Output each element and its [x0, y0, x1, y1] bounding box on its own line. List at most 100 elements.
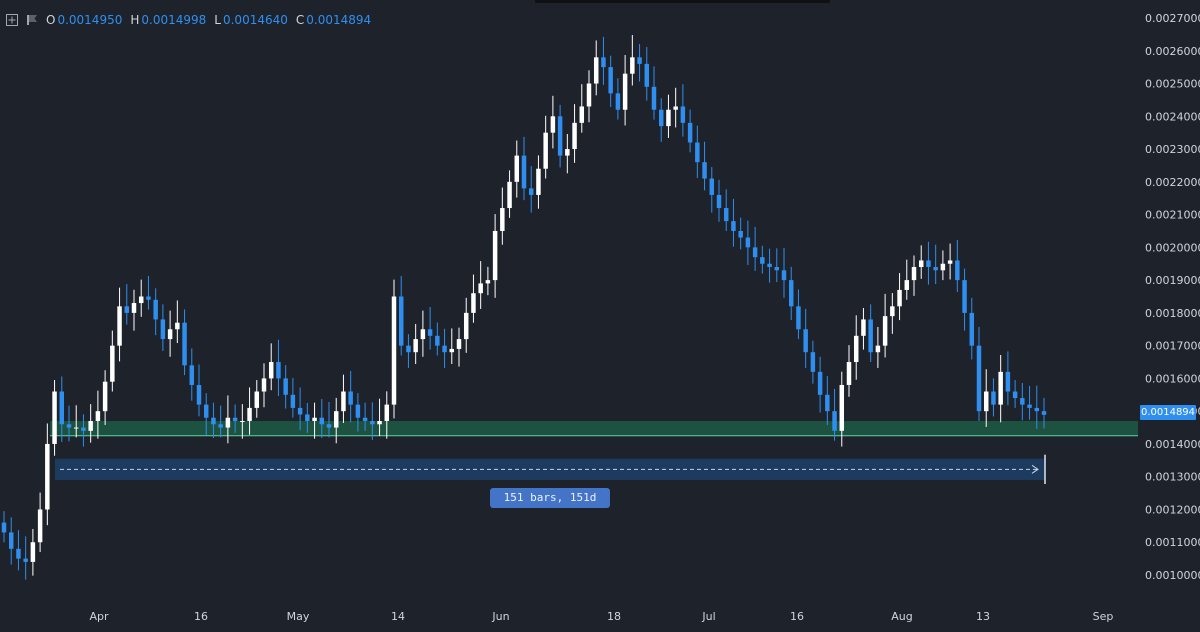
x-tick-label: Apr — [89, 610, 109, 623]
candle-body — [514, 155, 520, 182]
candle-body — [882, 316, 888, 346]
candle-body — [947, 260, 953, 264]
candle-body — [254, 391, 260, 408]
candle-body — [507, 181, 512, 209]
candle-body — [1027, 404, 1032, 408]
y-tick-label: 0.0025000 — [1145, 78, 1200, 91]
candle-body — [543, 132, 548, 169]
top-toolbar-strip — [535, 0, 830, 3]
candle-body — [608, 67, 613, 94]
candle-body — [478, 283, 483, 294]
y-tick-label: 0.0014000 — [1145, 438, 1200, 451]
candle-body — [485, 280, 491, 284]
candle-body — [890, 306, 895, 317]
candle-body — [1041, 411, 1047, 415]
candle-body — [471, 293, 476, 313]
x-tick-label: May — [287, 610, 310, 623]
candle-body — [413, 339, 418, 353]
candle-body — [189, 365, 195, 385]
candle-body — [774, 267, 780, 271]
candle-body — [326, 424, 332, 428]
high-key: H — [130, 13, 140, 27]
candle-body — [796, 306, 801, 330]
candle-body — [435, 335, 440, 346]
candle-body — [760, 257, 765, 264]
candle-body — [565, 149, 570, 156]
candle-body — [218, 424, 223, 428]
open-key: O — [46, 13, 56, 27]
ohlc-legend: O 0.0014950 H 0.0014998 L 0.0014640 C 0.0014… — [6, 10, 371, 30]
candle-body — [868, 319, 873, 353]
candle-body — [738, 230, 743, 238]
candle-body — [1034, 407, 1040, 412]
last-price-label: 0.0014894 — [1140, 405, 1196, 420]
candle-body — [926, 260, 931, 268]
candle-body — [933, 267, 938, 271]
candle-body — [175, 322, 180, 330]
x-tick-label: 13 — [976, 610, 990, 623]
candle-body — [211, 417, 216, 425]
candle-body — [557, 116, 563, 156]
candle-body — [521, 155, 527, 189]
candle-body — [456, 339, 462, 349]
candle-body — [695, 142, 700, 163]
candle-body — [110, 345, 115, 382]
candle-body — [767, 263, 772, 268]
candle-body — [73, 427, 79, 429]
date-range-label[interactable]: 151 bars, 151d — [490, 488, 610, 508]
y-tick-label: 0.0011000 — [1145, 536, 1200, 549]
candle-body — [427, 329, 433, 336]
candle-body — [716, 194, 722, 209]
candle-body — [492, 230, 498, 281]
candle-body — [333, 411, 339, 428]
candle-body — [283, 378, 288, 395]
y-tick-label: 0.0024000 — [1145, 110, 1200, 123]
ohlc-low: L 0.0014640 — [214, 13, 288, 27]
candle-body — [601, 57, 606, 68]
candle-body — [160, 319, 166, 340]
candle-body — [976, 345, 982, 412]
candle-body — [709, 178, 715, 195]
y-tick-label: 0.0016000 — [1145, 372, 1200, 385]
candle-body — [825, 394, 830, 412]
candle-body — [723, 208, 729, 222]
candle-body — [391, 296, 397, 405]
ohlc-close: C 0.0014894 — [296, 13, 371, 27]
candle-body — [687, 122, 693, 143]
candle-body — [420, 329, 426, 340]
candle-body — [131, 303, 137, 313]
x-tick-label: 14 — [391, 610, 405, 623]
candle-body — [731, 221, 736, 231]
candle-body — [449, 348, 455, 353]
y-tick-label: 0.0010000 — [1145, 569, 1200, 582]
x-tick-label: 16 — [194, 610, 208, 623]
candle-body — [138, 296, 144, 304]
candle-body — [593, 57, 599, 84]
candle-body — [586, 83, 592, 107]
candle-body — [658, 109, 664, 127]
candle-body — [305, 414, 310, 422]
candle-body — [1005, 371, 1011, 392]
candle-body — [803, 329, 808, 353]
candle-body — [861, 319, 866, 336]
candle-body — [312, 417, 317, 422]
ohlc-high: H 0.0014998 — [130, 13, 206, 27]
flag-icon[interactable] — [26, 14, 38, 26]
close-key: C — [295, 13, 305, 27]
x-tick-label: Jun — [491, 610, 509, 623]
candle-body — [225, 417, 231, 428]
candle-body — [341, 391, 346, 412]
candle-body — [362, 417, 368, 422]
candle-body — [579, 106, 585, 123]
candle-body — [832, 411, 837, 431]
x-tick-label: 16 — [790, 610, 804, 623]
candle-body — [752, 247, 758, 258]
candle-body — [153, 299, 158, 320]
candle-body — [370, 421, 375, 425]
crosshair-icon[interactable] — [6, 14, 18, 26]
candle-body — [853, 335, 859, 363]
candle-body — [30, 542, 36, 562]
candle-body — [536, 168, 541, 195]
candle-body — [442, 345, 447, 353]
